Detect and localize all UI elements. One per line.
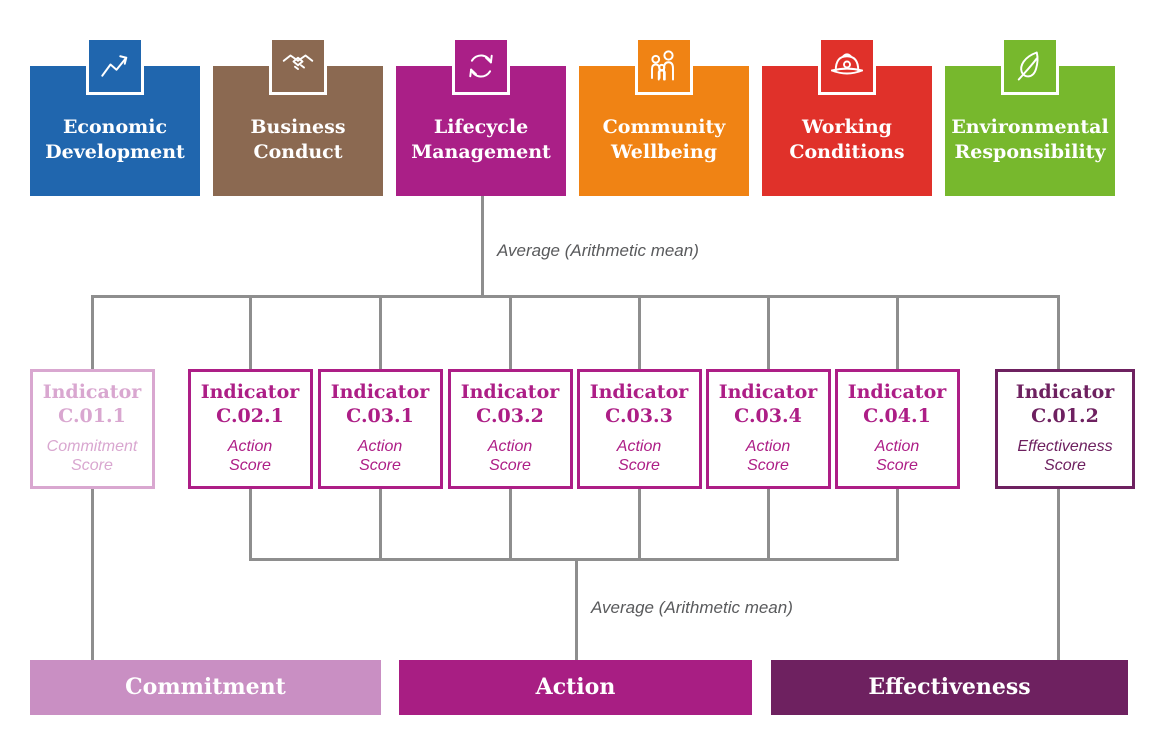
indicator-box-c-01-1: Indicator C.01.1 Commitment Score — [29, 369, 155, 489]
connector-bottom-drop — [637, 489, 641, 561]
category-box-lifecycle-management: Lifecycle Management — [396, 37, 566, 196]
family-icon — [635, 37, 693, 95]
hard-hat-icon — [818, 37, 876, 95]
category-label: Working Conditions — [789, 116, 905, 163]
summary-bar-action: Action — [399, 660, 752, 715]
indicator-subtitle: Commitment Score — [46, 437, 138, 474]
indicator-box-c-04-1: Indicator C.04.1 Action Score — [834, 369, 960, 489]
handshake-icon — [269, 37, 327, 95]
indicator-box-c-03-3: Indicator C.03.3 Action Score — [576, 369, 702, 489]
connector-top-drop — [90, 295, 94, 369]
leaf-icon — [1001, 37, 1059, 95]
average-label-top: Average (Arithmetic mean) — [497, 241, 699, 260]
indicator-subtitle: Action Score — [616, 437, 662, 474]
category-label: Lifecycle Management — [411, 116, 551, 163]
indicator-subtitle: Action Score — [357, 437, 403, 474]
indicator-subtitle: Effectiveness Score — [1017, 437, 1113, 474]
connector-commitment-drop — [90, 489, 94, 660]
connector-top-drop — [637, 295, 641, 369]
indicator-title: Indicator C.03.3 — [589, 381, 689, 427]
connector-lifecycle-drop — [480, 196, 484, 298]
connector-effectiveness-drop — [1056, 489, 1060, 660]
connector-bottom-drop — [895, 489, 899, 561]
category-box-economic-development: Economic Development — [30, 37, 200, 196]
connector-top-drop — [1056, 295, 1060, 369]
indicator-title: Indicator C.01.2 — [1015, 381, 1115, 427]
summary-bar-commitment: Commitment — [30, 660, 381, 715]
category-box-environmental-responsibility: Environmental Responsibility — [945, 37, 1115, 196]
indicator-title: Indicator C.03.1 — [330, 381, 430, 427]
connector-top-hline — [90, 295, 1060, 298]
indicator-box-c-02-1: Indicator C.02.1 Action Score — [187, 369, 313, 489]
connector-top-drop — [766, 295, 770, 369]
indicator-box-c-03-1: Indicator C.03.1 Action Score — [317, 369, 443, 489]
category-box-working-conditions: Working Conditions — [762, 37, 932, 196]
bar-label: Action — [535, 674, 616, 700]
indicator-title: Indicator C.03.2 — [460, 381, 560, 427]
indicator-subtitle: Action Score — [745, 437, 791, 474]
connector-bottom-drop — [766, 489, 770, 561]
indicator-box-c-01-2: Indicator C.01.2 Effectiveness Score — [995, 369, 1135, 489]
category-label: Environmental Responsibility — [951, 116, 1109, 163]
connector-action-drop — [574, 558, 578, 660]
connector-bottom-drop — [508, 489, 512, 561]
bar-label: Effectiveness — [868, 674, 1031, 700]
category-label: Business Conduct — [250, 116, 346, 163]
indicator-title: Indicator C.01.1 — [42, 381, 142, 427]
connector-top-drop — [378, 295, 382, 369]
category-label: Economic Development — [45, 116, 185, 163]
bar-label: Commitment — [125, 674, 286, 700]
cycle-arrows-icon — [452, 37, 510, 95]
average-label-bottom: Average (Arithmetic mean) — [591, 598, 793, 617]
indicator-subtitle: Action Score — [227, 437, 273, 474]
connector-top-drop — [895, 295, 899, 369]
trend-chart-icon — [86, 37, 144, 95]
connector-top-drop — [508, 295, 512, 369]
connector-top-drop — [248, 295, 252, 369]
indicator-box-c-03-2: Indicator C.03.2 Action Score — [447, 369, 573, 489]
connector-bottom-drop — [378, 489, 382, 561]
category-box-business-conduct: Business Conduct — [213, 37, 383, 196]
indicator-title: Indicator C.04.1 — [847, 381, 947, 427]
connector-bottom-hline — [248, 558, 899, 561]
indicator-subtitle: Action Score — [487, 437, 533, 474]
indicator-title: Indicator C.02.1 — [200, 381, 300, 427]
indicator-title: Indicator C.03.4 — [718, 381, 818, 427]
summary-bar-effectiveness: Effectiveness — [771, 660, 1128, 715]
indicator-box-c-03-4: Indicator C.03.4 Action Score — [705, 369, 831, 489]
category-label: Community Wellbeing — [602, 116, 726, 163]
category-box-community-wellbeing: Community Wellbeing — [579, 37, 749, 196]
connector-bottom-drop — [248, 489, 252, 561]
indicator-subtitle: Action Score — [874, 437, 920, 474]
